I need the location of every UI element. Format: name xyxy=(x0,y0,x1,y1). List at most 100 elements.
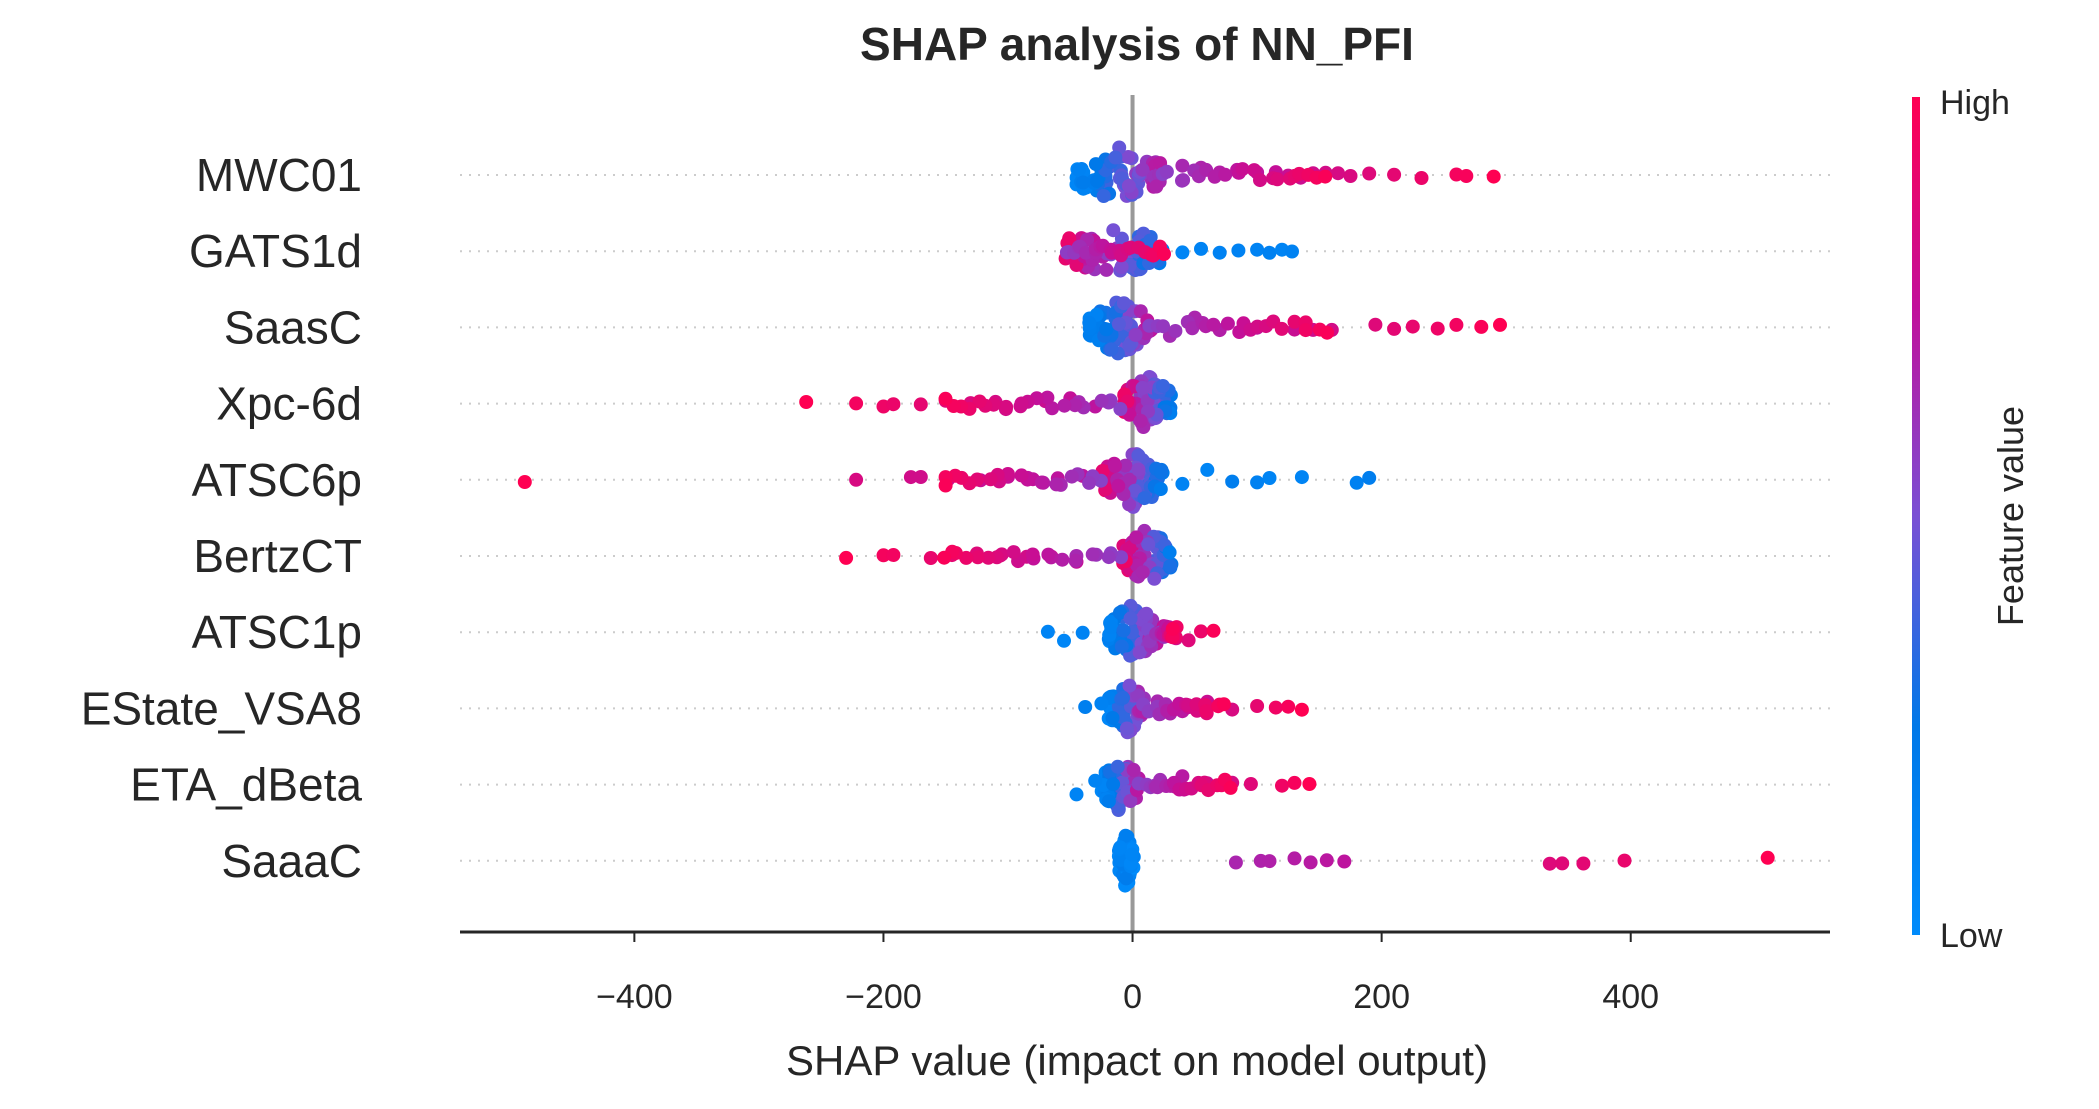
shap-point xyxy=(849,472,864,487)
shap-point xyxy=(1387,321,1402,336)
feature-label: GATS1d xyxy=(189,225,362,277)
shap-point xyxy=(1082,475,1097,490)
shap-point xyxy=(1298,323,1313,338)
shap-point xyxy=(1141,537,1156,552)
shap-point xyxy=(1099,262,1114,277)
shap-point xyxy=(1071,163,1086,178)
shap-point xyxy=(1175,245,1190,260)
shap-point xyxy=(1133,413,1148,428)
shap-point xyxy=(1294,470,1309,485)
shap-point xyxy=(1270,172,1285,187)
shap-point xyxy=(1449,317,1464,332)
shap-point xyxy=(1088,157,1103,172)
shap-point xyxy=(1343,169,1358,183)
x-tick-label: 200 xyxy=(1353,978,1410,1016)
shap-point xyxy=(1041,547,1056,562)
shap-point xyxy=(1159,164,1174,179)
x-tick-label: 0 xyxy=(1123,978,1142,1016)
shap-point xyxy=(959,550,974,565)
shap-point xyxy=(799,395,814,409)
shap-point xyxy=(1141,404,1155,419)
shap-point xyxy=(1094,696,1109,711)
shap-point xyxy=(1088,773,1103,788)
shap-point xyxy=(1185,321,1200,336)
shap-point xyxy=(1194,624,1208,639)
shap-point xyxy=(1459,169,1474,183)
shap-point xyxy=(517,475,532,489)
shap-point xyxy=(981,550,996,565)
shap-point xyxy=(1362,470,1377,485)
shap-point xyxy=(1127,483,1142,498)
feature-label: SaaaC xyxy=(221,835,362,887)
shap-point xyxy=(1034,475,1049,490)
shap-point xyxy=(1104,620,1119,635)
shap-point xyxy=(1055,552,1070,567)
shap-point xyxy=(1096,189,1111,203)
shap-point xyxy=(1405,319,1420,334)
shap-point xyxy=(1131,462,1146,477)
shap-point xyxy=(1129,530,1144,545)
shap-point xyxy=(1122,472,1137,487)
shap-point xyxy=(1121,150,1136,164)
shap-point xyxy=(1250,475,1265,490)
shap-point xyxy=(1262,245,1277,260)
shap-point xyxy=(1181,633,1196,648)
shap-point xyxy=(1064,469,1079,484)
shap-point xyxy=(1175,476,1190,491)
shap-point xyxy=(1068,398,1082,413)
shap-point xyxy=(1228,855,1243,870)
shap-point xyxy=(1101,794,1116,809)
shap-point xyxy=(1368,317,1383,332)
shap-point xyxy=(1212,245,1227,260)
shap-point xyxy=(1225,474,1240,489)
feature-grid-lines xyxy=(460,174,1830,862)
shap-point xyxy=(1157,247,1171,261)
shap-point xyxy=(886,397,901,412)
shap-point xyxy=(1025,547,1040,562)
shap-point xyxy=(1153,482,1168,497)
feature-label: ATSC1p xyxy=(192,606,362,658)
shap-point xyxy=(1122,541,1137,556)
x-axis-ticks: −400 −200 0 200 400 xyxy=(596,932,1659,1016)
feature-label: ETA_dBeta xyxy=(130,759,362,811)
shap-point xyxy=(1116,623,1131,638)
shap-point xyxy=(938,478,953,493)
shap-point xyxy=(1116,296,1131,311)
shap-point xyxy=(1105,711,1120,725)
x-tick-label: −200 xyxy=(845,978,922,1016)
colorbar-title: Feature value xyxy=(1990,406,2031,626)
shap-point xyxy=(1318,169,1333,184)
feature-label: EState_VSA8 xyxy=(81,682,362,734)
shap-point xyxy=(1474,319,1489,334)
feature-label: MWC01 xyxy=(196,149,362,201)
shap-point xyxy=(913,397,928,412)
shap-point xyxy=(1128,327,1143,342)
shap-point xyxy=(1287,775,1302,790)
colorbar-low-label: Low xyxy=(1940,917,2003,955)
shap-point xyxy=(1414,171,1429,185)
shap-point xyxy=(1068,553,1083,568)
shap-point xyxy=(1302,777,1317,791)
shap-point xyxy=(1155,379,1170,393)
shap-point xyxy=(1235,162,1250,177)
shap-point xyxy=(1132,645,1147,660)
shap-point xyxy=(1101,550,1116,565)
shap-point xyxy=(1200,462,1215,477)
shap-point xyxy=(1218,167,1233,182)
shap-point xyxy=(1262,854,1277,869)
shap-point xyxy=(1110,759,1125,774)
shap-point xyxy=(1149,779,1163,794)
shap-point xyxy=(1082,315,1097,330)
feature-label: ATSC6p xyxy=(192,454,362,506)
shap-point xyxy=(972,394,987,409)
shap-point xyxy=(1250,242,1265,257)
shap-point xyxy=(1123,794,1138,808)
shap-point xyxy=(1362,166,1377,181)
shap-point xyxy=(1137,491,1152,506)
shap-point xyxy=(913,470,928,484)
feature-labels: MWC01 GATS1d SaasC Xpc-6d ATSC6p BertzCT ATSC1… xyxy=(81,149,363,887)
shap-point xyxy=(1106,223,1121,238)
shap-point xyxy=(1320,325,1335,340)
shap-point xyxy=(1319,853,1334,868)
